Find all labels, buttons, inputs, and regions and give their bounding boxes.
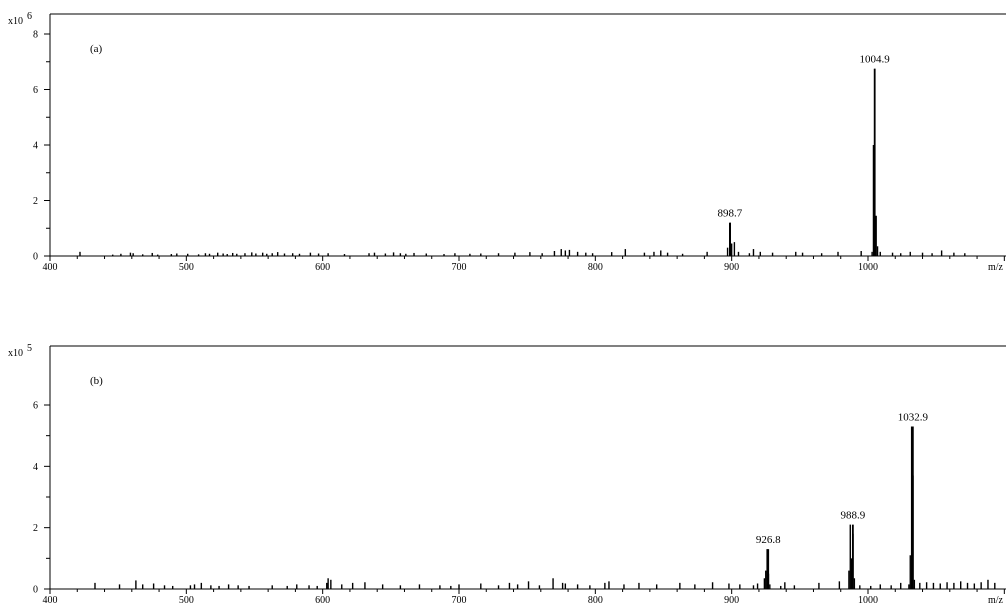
y-tick-label: 6 — [33, 401, 38, 412]
panel-label: (b) — [90, 375, 103, 387]
x-axis-unit: m/z — [988, 595, 1004, 606]
x-tick-label: 1000 — [858, 595, 878, 606]
x-tick-label: 500 — [179, 595, 194, 606]
x-tick-label: 600 — [315, 595, 330, 606]
x-tick-label: 1000 — [858, 262, 878, 273]
peak-label: 988.9 — [840, 510, 865, 522]
y-tick-label: 6 — [33, 85, 38, 96]
x-tick-label: 900 — [724, 595, 739, 606]
x-tick-label: 400 — [43, 595, 58, 606]
x-tick-label: 800 — [588, 262, 603, 273]
x-tick-label: 900 — [724, 262, 739, 273]
x-axis-unit: m/z — [988, 262, 1004, 273]
y-tick-label: 0 — [33, 252, 38, 263]
peak-label: 1032.9 — [898, 411, 929, 423]
y-tick-label: 2 — [33, 523, 38, 534]
y-tick-label: 0 — [33, 585, 38, 596]
y-tick-label: 2 — [33, 196, 38, 207]
y-scale-exponent: 5 — [27, 343, 32, 354]
x-tick-label: 500 — [179, 262, 194, 273]
x-tick-label: 600 — [315, 262, 330, 273]
x-tick-label: 400 — [43, 262, 58, 273]
x-tick-label: 700 — [452, 595, 467, 606]
y-scale-label: x10 — [8, 348, 23, 359]
peak-label: 926.8 — [756, 534, 781, 546]
y-tick-label: 4 — [33, 462, 38, 473]
x-tick-label: 700 — [452, 262, 467, 273]
y-scale-exponent: 6 — [27, 11, 32, 22]
spectrum-panel-b: 0 2 4 6 x10 5 400 500 600 700 800 900 1000 m/z (b) 1032… — [8, 343, 1006, 606]
x-tick-label: 800 — [588, 595, 603, 606]
y-tick-label: 8 — [33, 30, 38, 41]
y-scale-label: x10 — [8, 16, 23, 27]
peak-label: 898.7 — [718, 208, 743, 220]
peak-label: 1004.9 — [860, 54, 891, 66]
panel-label: (a) — [90, 43, 103, 55]
y-tick-label: 4 — [33, 141, 38, 152]
